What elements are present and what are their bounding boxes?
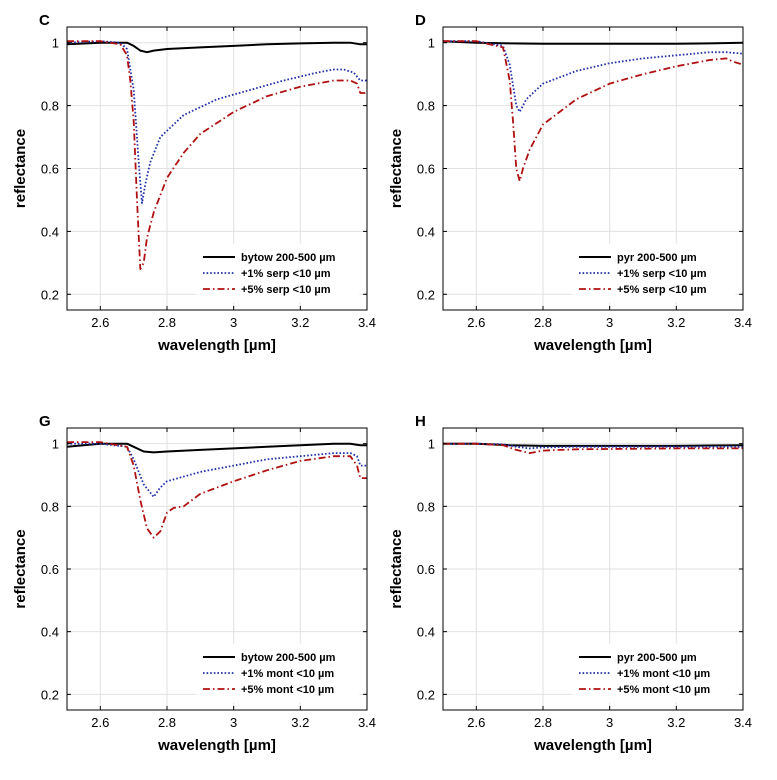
x-tick-label: 3.2 bbox=[667, 315, 685, 330]
legend-label: +1% serp <10 µm bbox=[241, 268, 331, 280]
series-line-2 bbox=[443, 40, 743, 113]
x-tick-label: 3 bbox=[230, 315, 237, 330]
y-axis-title: reflectance bbox=[388, 129, 405, 208]
y-tick-label: 0.8 bbox=[41, 499, 59, 514]
legend-label: +5% serp <10 µm bbox=[241, 284, 331, 296]
y-tick-label: 0.4 bbox=[41, 625, 59, 640]
series-line-1 bbox=[67, 41, 367, 54]
y-axis-title: reflectance bbox=[12, 529, 29, 608]
y-tick-label: 0.4 bbox=[417, 625, 435, 640]
y-tick-label: 0.6 bbox=[417, 162, 435, 177]
x-tick-label: 3.4 bbox=[734, 315, 752, 330]
y-tick-label: 0.4 bbox=[41, 224, 59, 239]
legend-label: pyr 200-500 µm bbox=[617, 652, 697, 664]
legend-label: +5% mont <10 µm bbox=[241, 684, 334, 696]
y-tick-label: 1 bbox=[52, 36, 59, 51]
x-tick-label: 2.6 bbox=[467, 715, 485, 730]
x-tick-label: 2.6 bbox=[467, 315, 485, 330]
y-tick-label: 1 bbox=[52, 437, 59, 452]
x-tick-label: 3.4 bbox=[358, 715, 376, 730]
y-tick-label: 0.8 bbox=[41, 99, 59, 114]
series-line-3 bbox=[443, 442, 743, 454]
x-axis-title: wavelength [µm] bbox=[533, 737, 652, 754]
series-line-1 bbox=[67, 442, 367, 454]
x-axis-title: wavelength [µm] bbox=[533, 337, 652, 354]
series-line-2 bbox=[67, 40, 367, 204]
x-tick-label: 3.4 bbox=[358, 315, 376, 330]
panel-letter: G bbox=[39, 413, 51, 430]
legend-label: +5% serp <10 µm bbox=[617, 284, 707, 296]
legend: bytow 200-500 µm +1% serp <10 µm +5% serp … bbox=[196, 243, 360, 303]
x-tick-label: 3 bbox=[606, 315, 613, 330]
y-tick-label: 0.8 bbox=[417, 99, 435, 114]
x-tick-label: 3 bbox=[230, 715, 237, 730]
legend-box bbox=[572, 643, 736, 703]
legend: pyr 200-500 µm +1% serp <10 µm +5% serp <1… bbox=[572, 243, 736, 303]
y-tick-label: 0.2 bbox=[417, 687, 435, 702]
series-line-3 bbox=[67, 441, 367, 539]
x-tick-label: 3.2 bbox=[291, 715, 309, 730]
legend: pyr 200-500 µm +1% mont <10 µm +5% mont <1… bbox=[572, 643, 736, 703]
y-tick-label: 0.6 bbox=[41, 562, 59, 577]
legend-label: +1% mont <10 µm bbox=[241, 668, 334, 680]
legend-box bbox=[196, 243, 360, 303]
panel-letter: D bbox=[415, 12, 426, 29]
y-tick-label: 0.4 bbox=[417, 224, 435, 239]
series-line-2 bbox=[443, 442, 743, 450]
x-tick-label: 2.6 bbox=[91, 715, 109, 730]
legend-label: bytow 200-500 µm bbox=[241, 252, 336, 264]
x-tick-label: 2.8 bbox=[158, 315, 176, 330]
series-line-2 bbox=[67, 442, 367, 498]
legend-label: bytow 200-500 µm bbox=[241, 652, 336, 664]
x-tick-label: 2.6 bbox=[91, 315, 109, 330]
y-tick-label: 0.2 bbox=[417, 287, 435, 302]
x-tick-label: 3 bbox=[606, 715, 613, 730]
y-axis-title: reflectance bbox=[12, 129, 29, 208]
x-tick-label: 2.8 bbox=[534, 315, 552, 330]
legend-label: +1% serp <10 µm bbox=[617, 268, 707, 280]
panel-letter: H bbox=[415, 413, 426, 430]
y-tick-label: 0.2 bbox=[41, 287, 59, 302]
legend-label: +1% mont <10 µm bbox=[617, 668, 710, 680]
y-tick-label: 1 bbox=[428, 36, 435, 51]
y-tick-label: 0.8 bbox=[417, 499, 435, 514]
x-axis-title: wavelength [µm] bbox=[157, 737, 276, 754]
series-line-1 bbox=[443, 40, 743, 45]
series-line-3 bbox=[443, 40, 743, 182]
x-tick-label: 3.2 bbox=[291, 315, 309, 330]
y-tick-label: 1 bbox=[428, 437, 435, 452]
x-tick-label: 3.4 bbox=[734, 715, 752, 730]
x-tick-label: 2.8 bbox=[158, 715, 176, 730]
x-tick-label: 3.2 bbox=[667, 715, 685, 730]
x-axis-title: wavelength [µm] bbox=[157, 337, 276, 354]
legend-box bbox=[196, 643, 360, 703]
y-axis-title: reflectance bbox=[388, 529, 405, 608]
legend: bytow 200-500 µm +1% mont <10 µm +5% mont … bbox=[196, 643, 360, 703]
series-line-3 bbox=[67, 40, 367, 270]
y-tick-label: 0.6 bbox=[41, 162, 59, 177]
y-tick-label: 0.6 bbox=[417, 562, 435, 577]
legend-label: +5% mont <10 µm bbox=[617, 684, 710, 696]
panel-letter: C bbox=[39, 12, 50, 29]
legend-label: pyr 200-500 µm bbox=[617, 252, 697, 264]
y-tick-label: 0.2 bbox=[41, 687, 59, 702]
legend-box bbox=[572, 243, 736, 303]
x-tick-label: 2.8 bbox=[534, 715, 552, 730]
